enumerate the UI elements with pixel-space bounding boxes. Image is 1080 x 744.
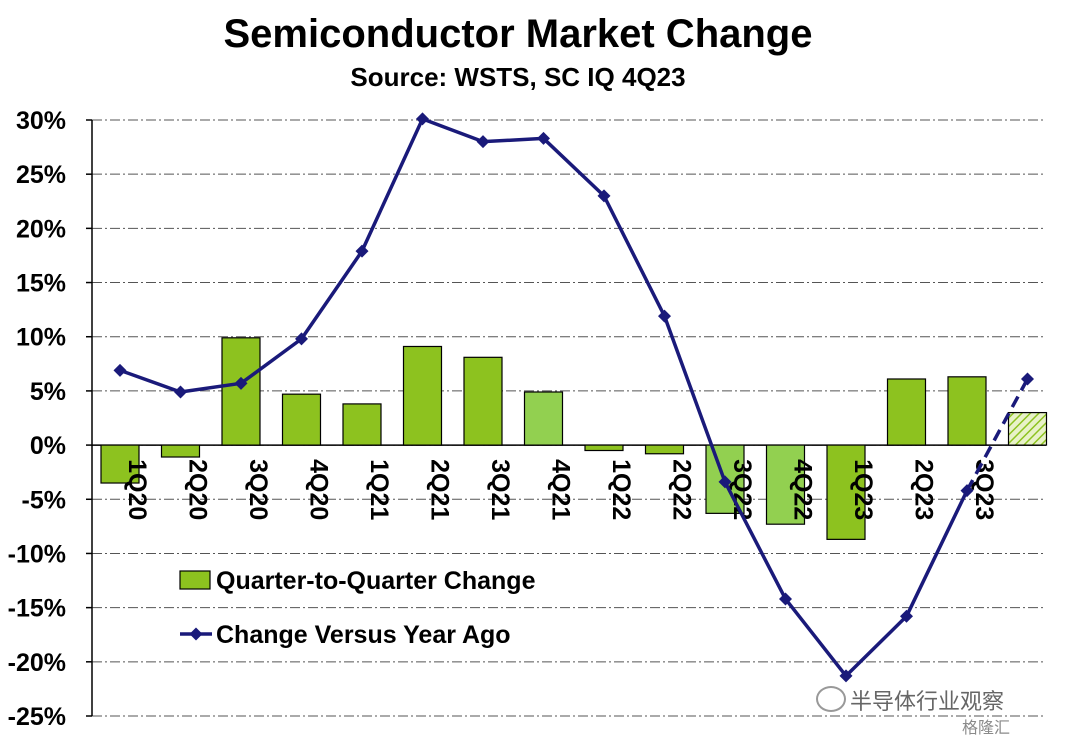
chart-title: Semiconductor Market Change	[223, 12, 813, 56]
data-point	[839, 669, 853, 683]
data-point	[416, 112, 429, 126]
x-tick-label: 3Q20	[244, 459, 272, 520]
x-tick-label: 4Q21	[547, 459, 575, 520]
x-tick-label: 3Q22	[728, 459, 756, 520]
legend-marker	[189, 627, 203, 641]
data-point	[718, 475, 732, 489]
y-tick-label: 5%	[30, 378, 66, 406]
bar-2Q20	[160, 444, 201, 458]
x-tick-label: 1Q22	[607, 459, 635, 520]
watermark: 半导体行业观察 格隆汇	[812, 680, 1072, 737]
y-tick-label: 15%	[16, 270, 66, 298]
data-point	[900, 609, 913, 623]
bar-2Q22	[644, 444, 685, 455]
data-point	[234, 376, 248, 390]
watermark-text: 半导体行业观察	[850, 690, 1005, 715]
x-tick-label: 3Q21	[486, 459, 514, 520]
data-point	[295, 332, 308, 346]
data-point	[113, 363, 127, 377]
watermark-logo: 格隆汇	[962, 718, 1011, 737]
data-point	[779, 592, 792, 606]
x-tick-label: 4Q20	[305, 459, 333, 520]
y-tick-label: 10%	[16, 324, 66, 352]
y-tick-label: -20%	[8, 649, 66, 677]
y-tick-label: 20%	[16, 215, 66, 243]
x-tick-label: 2Q22	[668, 459, 696, 520]
data-point	[1021, 372, 1034, 386]
legend-swatch-bar	[179, 570, 211, 590]
y-tick-label: -15%	[8, 595, 66, 623]
x-tick-label: 3Q23	[970, 459, 998, 520]
bar-4Q22	[765, 444, 806, 525]
x-tick-label: 2Q23	[910, 459, 938, 520]
bar-1Q20	[100, 444, 140, 484]
bar-4Q20	[281, 393, 322, 446]
data-point	[174, 385, 187, 399]
y-tick-label: -5%	[22, 486, 66, 514]
wechat-icon	[816, 686, 846, 712]
bar-3Q20	[221, 337, 261, 446]
bar-1Q23	[826, 444, 866, 540]
data-point	[960, 484, 974, 498]
x-tick-label: 1Q21	[365, 459, 393, 520]
data-point	[658, 309, 671, 323]
y-tick-label: -25%	[8, 703, 66, 731]
bar-3Q23	[947, 376, 987, 446]
y-tick-label: 25%	[16, 161, 66, 189]
data-point	[476, 135, 490, 149]
series-line-forecast	[965, 378, 1030, 492]
x-tick-label: 2Q20	[184, 459, 212, 520]
data-point	[597, 189, 611, 203]
data-point	[537, 131, 550, 145]
bar-1Q22	[584, 444, 624, 452]
x-tick-label: 2Q21	[426, 459, 454, 520]
x-tick-label: 4Q22	[789, 459, 817, 520]
y-tick-label: 0%	[30, 432, 66, 460]
x-tick-label: 1Q23	[849, 459, 877, 520]
bar-2Q21	[402, 345, 443, 446]
bar-1Q21	[342, 403, 382, 446]
y-tick-label: -10%	[8, 540, 66, 568]
x-tick-label: 1Q20	[123, 459, 151, 520]
bar-3Q21	[463, 356, 503, 446]
data-point	[355, 244, 369, 258]
bar-2Q23	[886, 378, 927, 446]
y-tick-label: 30%	[16, 107, 66, 135]
legend-label-line: Change Versus Year Ago	[216, 621, 511, 649]
bar-4Q21	[523, 391, 564, 446]
bar-forecast	[1007, 411, 1048, 446]
legend-label-bar: Quarter-to-Quarter Change	[216, 567, 536, 595]
chart-subtitle: Source: WSTS, SC IQ 4Q23	[350, 62, 686, 92]
